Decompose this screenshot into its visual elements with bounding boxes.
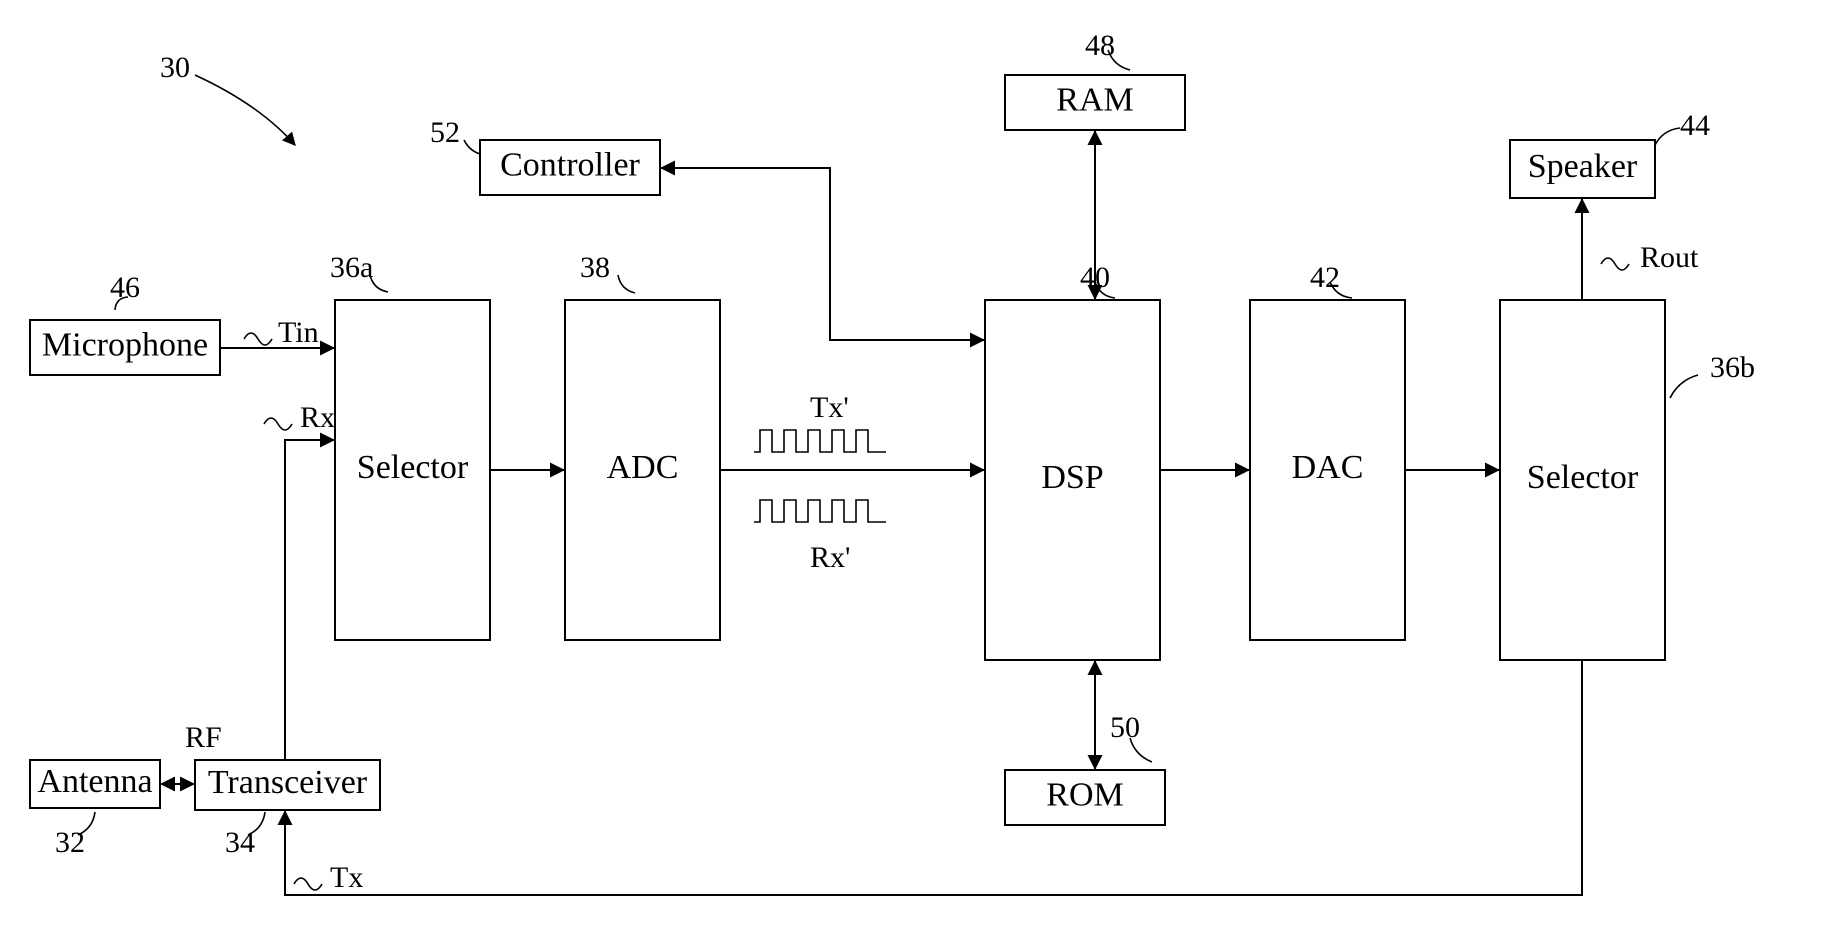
ref-r48: 48 bbox=[1085, 29, 1115, 62]
ref-r36b: 36b bbox=[1710, 351, 1755, 384]
block-label-dsp: DSP bbox=[1041, 459, 1103, 496]
ref-r30: 30 bbox=[160, 51, 190, 84]
tilde-2 bbox=[294, 878, 322, 890]
block-label-ram: RAM bbox=[1056, 81, 1133, 118]
block-label-selectorB: Selector bbox=[1527, 459, 1639, 496]
lead-30 bbox=[195, 75, 295, 145]
conn-selB-to-trxTx bbox=[285, 660, 1582, 895]
ref-r42: 42 bbox=[1310, 261, 1340, 294]
ref-r34: 34 bbox=[225, 826, 255, 859]
lead-36b bbox=[1670, 375, 1698, 398]
ref-r38: 38 bbox=[580, 251, 610, 284]
lead-44 bbox=[1655, 128, 1680, 145]
ref-r50: 50 bbox=[1110, 711, 1140, 744]
block-label-controller: Controller bbox=[500, 146, 640, 183]
ref-r46: 46 bbox=[110, 271, 140, 304]
block-label-microphone: Microphone bbox=[42, 326, 208, 363]
tilde-3 bbox=[1601, 258, 1629, 270]
ref-r36a: 36a bbox=[330, 251, 373, 284]
ref-r40: 40 bbox=[1080, 261, 1110, 294]
block-label-adc: ADC bbox=[607, 449, 679, 486]
signal-Rx: Rx bbox=[300, 401, 335, 434]
block-label-antenna: Antenna bbox=[37, 763, 152, 800]
signal-Rout: Rout bbox=[1640, 241, 1699, 274]
ref-r52: 52 bbox=[430, 116, 460, 149]
signal-Txp: Tx' bbox=[810, 391, 849, 424]
lead-38 bbox=[618, 275, 635, 293]
block-label-dac: DAC bbox=[1292, 449, 1364, 486]
block-label-rom: ROM bbox=[1046, 776, 1123, 813]
signal-Rxp: Rx' bbox=[810, 541, 850, 574]
signal-RF: RF bbox=[185, 721, 222, 754]
conn-trx-to-selA bbox=[285, 440, 335, 760]
tilde-1 bbox=[264, 418, 292, 430]
ref-r32: 32 bbox=[55, 826, 85, 859]
block-label-speaker: Speaker bbox=[1528, 148, 1638, 185]
ref-r44: 44 bbox=[1680, 109, 1710, 142]
wave-rxp bbox=[754, 500, 886, 522]
block-label-selectorA: Selector bbox=[357, 449, 469, 486]
tilde-0 bbox=[244, 333, 272, 345]
signal-Tin: Tin bbox=[278, 316, 319, 349]
signal-Tx: Tx bbox=[330, 861, 363, 894]
wave-txp bbox=[754, 430, 886, 452]
block-label-transceiver: Transceiver bbox=[208, 764, 368, 801]
